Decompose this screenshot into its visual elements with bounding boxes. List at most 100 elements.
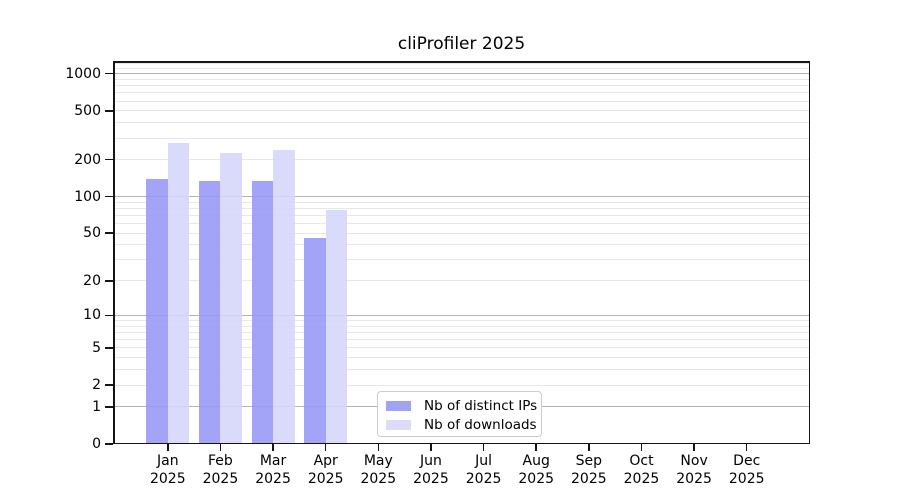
x-tick-jul (482, 444, 485, 451)
x-tick-label-sep: Sep 2025 (557, 453, 621, 488)
x-tick-dec (745, 444, 748, 451)
x-tick-year-apr: 2025 (307, 470, 344, 487)
x-axis: Jan 2025 Feb 2025 Mar 2025 Apr 2025 May 2025 Jun 20… (113, 61, 810, 487)
x-tick-label-jul: Jul 2025 (452, 453, 516, 488)
x-tick-month-apr: Apr (313, 453, 338, 469)
legend-label-downloads: Nb of downloads (424, 417, 537, 433)
y-tick-50 (105, 232, 113, 234)
x-tick-month-oct: Oct (629, 453, 654, 469)
x-tick-jun (430, 444, 432, 451)
bars-layer (113, 61, 810, 444)
y-tick-20 (105, 280, 113, 282)
y-tick-200 (105, 158, 113, 161)
bar-downloads-jan (167, 143, 190, 444)
y-tick-0 (105, 443, 113, 445)
x-tick-label-may: May 2025 (346, 453, 410, 488)
x-tick-mar (272, 444, 274, 451)
x-tick-year-jun: 2025 (413, 470, 449, 487)
gridline-60 (113, 223, 810, 225)
legend-item-distinct-ips: Nb of distinct IPs (386, 397, 541, 415)
x-tick-label-jun: Jun 2025 (399, 453, 463, 488)
x-tick-month-jan: Jan (157, 453, 179, 469)
gridline-6 (113, 339, 810, 341)
gridline-7 (113, 332, 810, 334)
legend-label-distinct-ips: Nb of distinct IPs (424, 398, 538, 414)
x-tick-label-apr: Apr 2025 (294, 453, 358, 488)
x-tick-label-mar: Mar 2025 (241, 453, 305, 488)
y-tick-label-100: 100 (74, 188, 101, 205)
gridline-500 (113, 110, 810, 112)
bar-distinct-ips-apr (304, 237, 326, 444)
x-tick-month-dec: Dec (733, 453, 761, 469)
gridline-800 (113, 85, 810, 87)
x-tick-year-jul: 2025 (465, 470, 502, 487)
y-tick-500 (105, 110, 113, 112)
x-tick-sep (588, 444, 590, 451)
gridline-3 (113, 369, 810, 371)
x-tick-year-dec: 2025 (728, 470, 765, 487)
plot-area: 0 1 2 5 10 20 50 100 200 500 1000 Jan 2025 Feb 2025 Ma… (65, 61, 810, 487)
y-tick-1 (105, 406, 113, 408)
gridline-30 (113, 259, 810, 261)
y-tick-100 (105, 195, 113, 198)
gridline-200 (113, 159, 810, 161)
gridline-4 (113, 357, 810, 359)
gridline-900 (113, 78, 810, 80)
gridline-8 (113, 325, 810, 327)
gridline-1000 (113, 73, 810, 75)
y-tick-1000 (105, 72, 113, 75)
x-tick-month-mar: Mar (259, 453, 287, 469)
bar-downloads-apr (325, 209, 348, 444)
gridline-100 (113, 196, 810, 198)
axis-spine-left (113, 61, 115, 444)
y-tick-label-1000: 1000 (65, 65, 101, 82)
x-tick-jan (167, 444, 169, 451)
bar-downloads-feb (220, 153, 242, 444)
gridline-2 (113, 384, 810, 386)
x-tick-year-sep: 2025 (571, 470, 607, 487)
gridline-400 (113, 122, 810, 124)
gridline-5 (113, 347, 810, 349)
gridline-70 (113, 214, 810, 216)
legend-item-downloads: Nb of downloads (386, 416, 541, 434)
x-tick-may (377, 444, 380, 451)
gridline-40 (113, 244, 810, 246)
gridline-300 (113, 137, 810, 139)
gridline-90 (113, 201, 810, 203)
x-tick-label-nov: Nov 2025 (662, 453, 726, 488)
gridline-9 (113, 320, 810, 322)
y-tick-label-200: 200 (74, 151, 101, 168)
gridline-10 (113, 314, 810, 316)
x-tick-year-aug: 2025 (518, 470, 555, 487)
legend-swatch-downloads (386, 420, 411, 430)
gridline-50 (113, 232, 810, 234)
y-tick-label-20: 20 (83, 272, 101, 289)
axis-spine-top (113, 61, 810, 63)
x-tick-feb (219, 444, 222, 451)
x-tick-aug (535, 444, 537, 451)
gridline-20 (113, 280, 810, 282)
x-tick-nov (693, 444, 695, 451)
x-tick-month-nov: Nov (680, 453, 708, 469)
x-tick-month-jun: Jun (420, 453, 442, 469)
y-tick-label-10: 10 (83, 307, 101, 324)
gridline-700 (113, 92, 810, 94)
x-tick-month-aug: Aug (522, 453, 550, 469)
x-tick-year-oct: 2025 (623, 470, 660, 487)
y-axis: 0 1 2 5 10 20 50 100 200 500 1000 (65, 61, 810, 452)
gridline-1200 (113, 63, 810, 65)
y-tick-5 (105, 347, 113, 349)
x-tick-year-jan: 2025 (149, 470, 186, 487)
y-tick-2 (105, 384, 113, 386)
axis-spine-right (808, 61, 810, 444)
y-tick-label-2: 2 (92, 377, 101, 394)
y-tick-label-0: 0 (92, 436, 101, 452)
x-tick-year-mar: 2025 (255, 470, 291, 487)
bar-downloads-mar (273, 150, 295, 444)
x-tick-year-nov: 2025 (676, 470, 712, 487)
x-tick-label-aug: Aug 2025 (504, 453, 568, 488)
x-tick-year-feb: 2025 (202, 470, 239, 487)
x-tick-year-may: 2025 (360, 470, 397, 487)
x-tick-oct (640, 444, 643, 451)
